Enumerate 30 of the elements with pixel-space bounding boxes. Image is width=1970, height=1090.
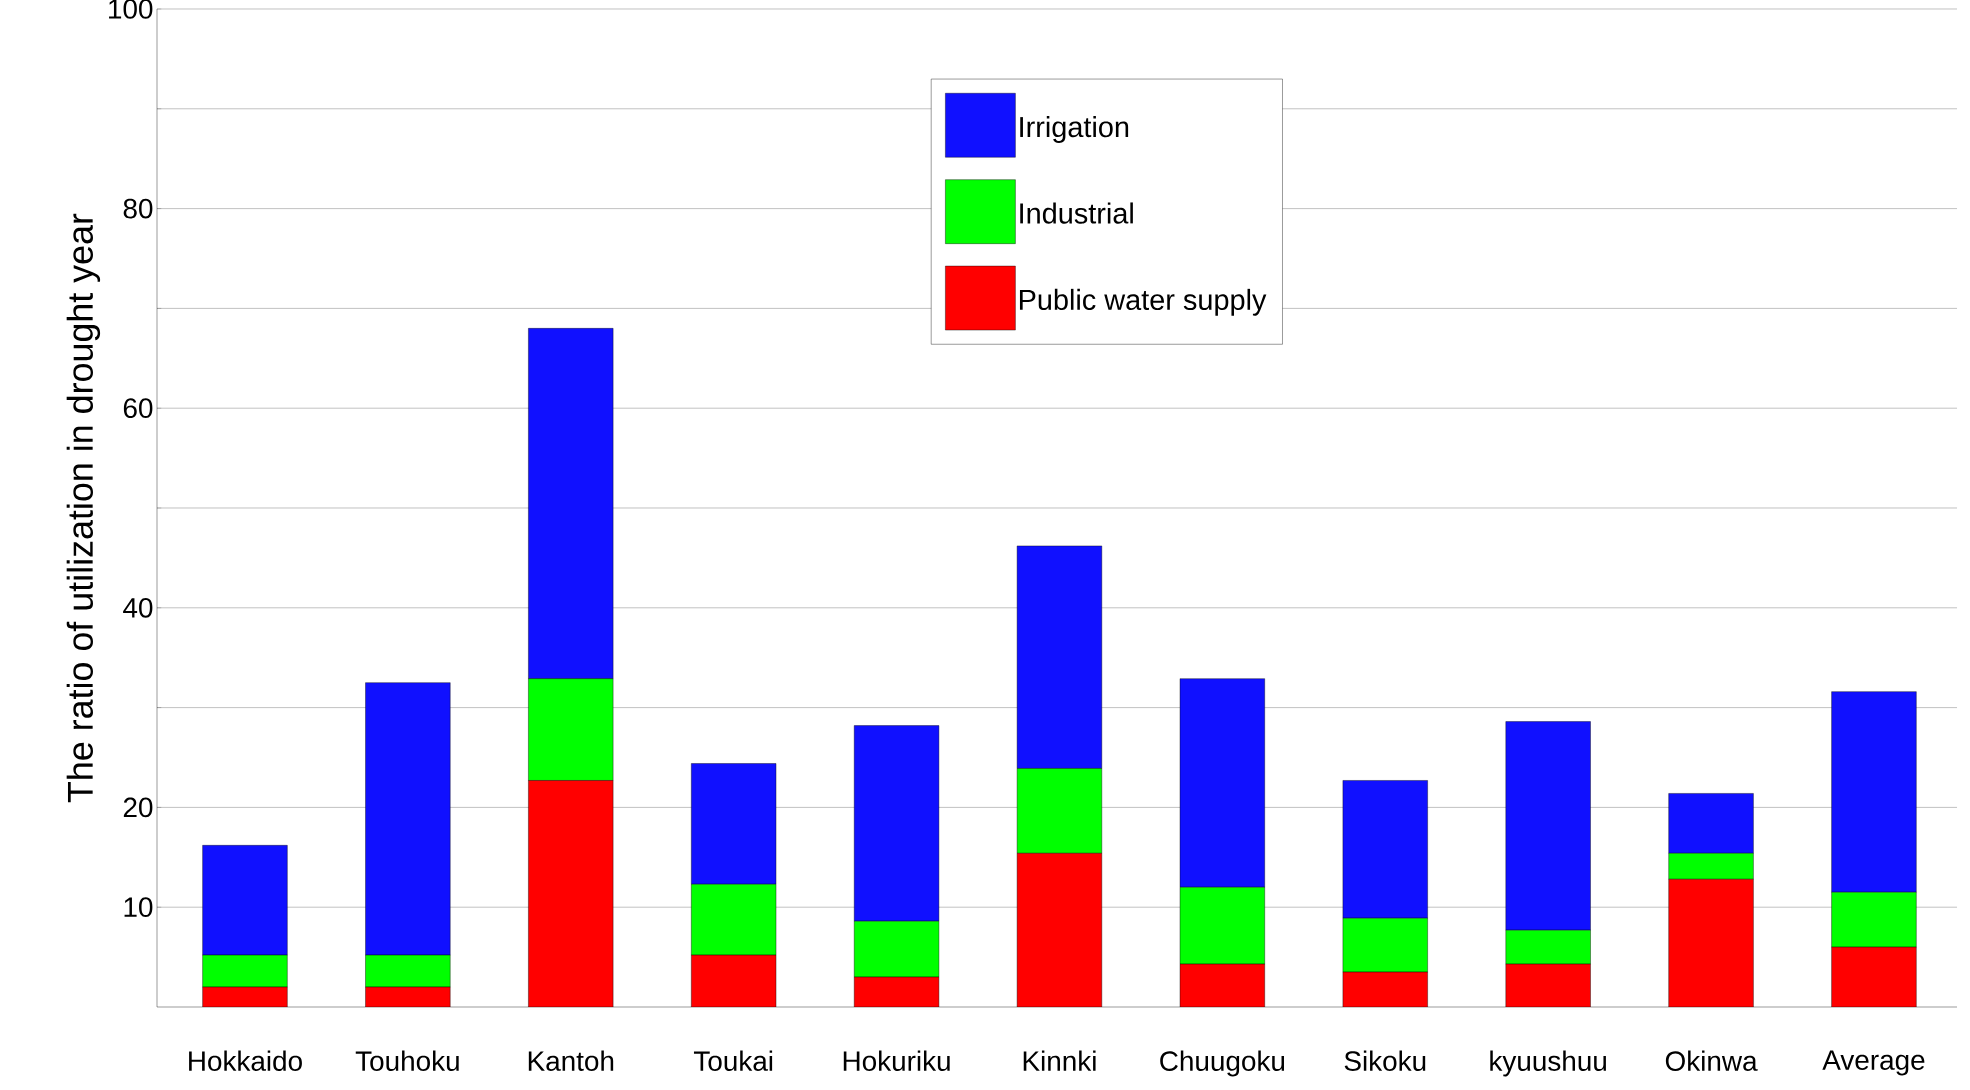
bar xyxy=(1831,946,1917,1007)
x-tick-label: Touhoku xyxy=(355,1050,459,1071)
legend-label: Irrigation xyxy=(1020,116,1129,143)
bar xyxy=(1505,964,1591,1007)
y-tick-label: 20 xyxy=(123,797,153,818)
x-tick-label: Toukai xyxy=(693,1050,773,1071)
bar xyxy=(1017,853,1102,1007)
y-tick-label: 60 xyxy=(123,398,153,419)
x-tick-label: Hokkaido xyxy=(189,1050,302,1071)
legend-label: Public water supply xyxy=(1019,288,1267,316)
bar xyxy=(1668,879,1754,1007)
bar xyxy=(1180,964,1265,1007)
legend-label: Industrial xyxy=(1020,202,1133,224)
x-tick-label: Hokuriku xyxy=(843,1050,950,1071)
y-axis-title: The ratio of utilization in drought year xyxy=(66,213,101,803)
x-tick-label: Sikoku xyxy=(1344,1050,1426,1071)
y-tick-label: 100 xyxy=(109,0,153,19)
y-tick-label: 40 xyxy=(123,597,153,618)
bar xyxy=(528,780,614,1007)
bar xyxy=(691,955,777,1007)
y-tick-label: 10 xyxy=(124,897,153,918)
bar xyxy=(1342,972,1428,1007)
x-tick-label: kyuushuu xyxy=(1490,1050,1606,1077)
x-tick-label: Kantoh xyxy=(528,1050,614,1071)
x-tick-label: Average xyxy=(1822,1050,1925,1076)
x-tick-label: Okinwa xyxy=(1665,1050,1758,1071)
y-tick-label: 80 xyxy=(123,198,153,219)
x-tick-label: Chuugoku xyxy=(1160,1050,1285,1077)
x-tick-label: Kinnki xyxy=(1023,1050,1096,1071)
bar xyxy=(854,977,939,1007)
